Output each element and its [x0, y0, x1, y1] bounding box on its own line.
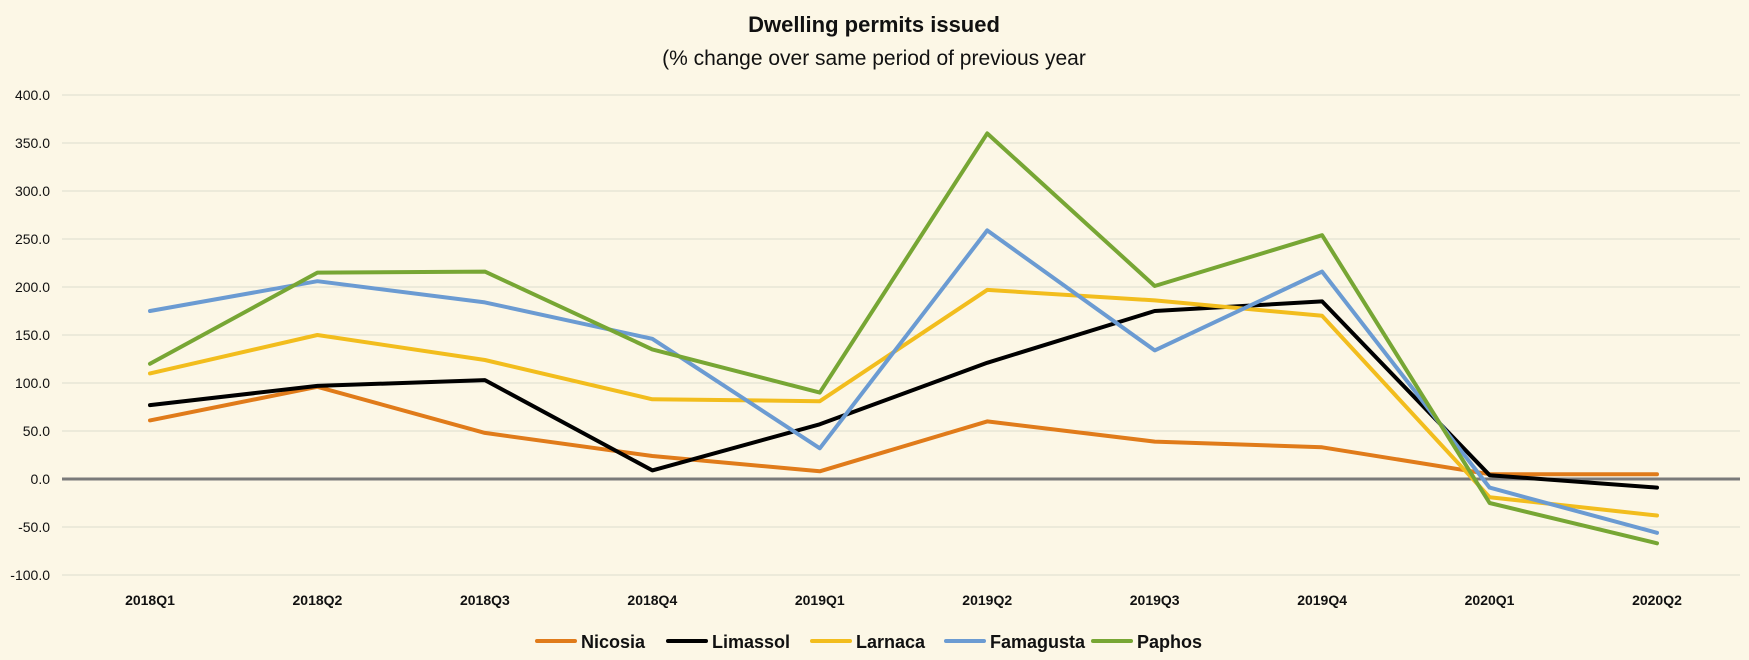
series-line-famagusta — [148, 228, 1659, 535]
y-tick-label: 50.0 — [23, 423, 50, 439]
x-tick-label: 2019Q2 — [962, 592, 1012, 608]
x-tick-label: 2018Q1 — [125, 592, 175, 608]
grid-lines — [62, 94, 1740, 576]
x-tick-label: 2018Q3 — [460, 592, 510, 608]
x-tick-label: 2019Q3 — [1130, 592, 1180, 608]
series-line-larnaca — [148, 287, 1659, 518]
y-axis-tick-labels: 400.0 350.0 300.0 250.0 200.0 150.0 100.0 50.0 0… — [10, 87, 50, 583]
y-tick-label: 200.0 — [15, 279, 50, 295]
x-tick-label: 2019Q1 — [795, 592, 845, 608]
y-tick-label: 150.0 — [15, 327, 50, 343]
x-tick-label: 2020Q1 — [1465, 592, 1515, 608]
y-tick-label: 100.0 — [15, 375, 50, 391]
chart-subtitle: (% change over same period of previous y… — [662, 47, 1086, 70]
legend-label-limassol: Limassol — [712, 632, 790, 652]
x-axis-tick-labels: 2018Q1 2018Q2 2018Q3 2018Q4 2019Q1 2019Q2 2019… — [125, 592, 1682, 608]
x-tick-label: 2018Q4 — [627, 592, 677, 608]
legend-label-famagusta: Famagusta — [990, 632, 1086, 652]
series-line-nicosia — [148, 384, 1659, 477]
x-tick-label: 2018Q2 — [293, 592, 343, 608]
chart-title: Dwelling permits issued — [748, 12, 1000, 37]
legend-label-paphos: Paphos — [1137, 632, 1202, 652]
series-line-limassol — [148, 299, 1659, 490]
y-tick-label: -50.0 — [18, 519, 50, 535]
legend: Nicosia Limassol Larnaca Famagusta Paphos — [535, 632, 1202, 652]
y-tick-label: -100.0 — [10, 567, 50, 583]
legend-label-nicosia: Nicosia — [581, 632, 646, 652]
y-tick-label: 250.0 — [15, 231, 50, 247]
legend-label-larnaca: Larnaca — [856, 632, 926, 652]
y-tick-label: 400.0 — [15, 87, 50, 103]
y-tick-label: 300.0 — [15, 183, 50, 199]
x-tick-label: 2020Q2 — [1632, 592, 1682, 608]
y-tick-label: 0.0 — [31, 471, 51, 487]
series-lines — [148, 131, 1659, 546]
x-tick-label: 2019Q4 — [1297, 592, 1347, 608]
series-line-paphos — [148, 131, 1659, 546]
y-tick-label: 350.0 — [15, 135, 50, 151]
